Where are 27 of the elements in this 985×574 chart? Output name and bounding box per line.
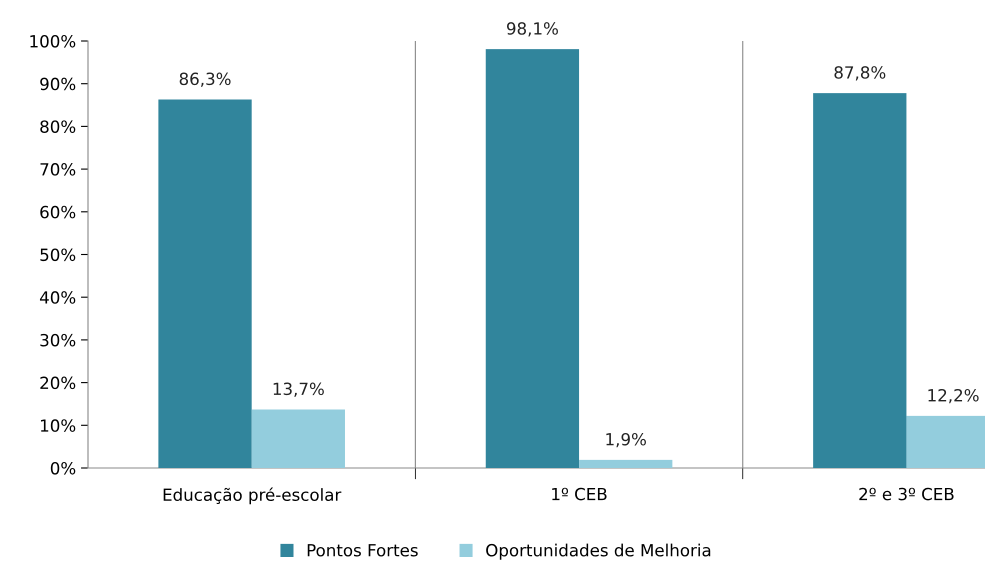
y-tick-label: 100% xyxy=(30,34,76,48)
data-label: 87,8% xyxy=(834,66,886,80)
y-tick-label: 10% xyxy=(40,419,76,432)
data-label: 13,7% xyxy=(274,382,324,397)
legend-label: Oportunidades de Melhoria xyxy=(486,544,710,560)
data-label: 1,9% xyxy=(606,432,646,448)
bar xyxy=(486,49,580,468)
y-tick-label: 0% xyxy=(50,462,76,475)
y-tick-label: 30% xyxy=(40,334,76,346)
y-tick-label: 60% xyxy=(40,206,76,218)
x-tick-label: 1º CEB xyxy=(552,488,607,500)
bar xyxy=(813,93,906,468)
legend-label: Pontos Fortes xyxy=(308,544,418,557)
data-label: 86,3% xyxy=(180,72,231,87)
y-tick-label: 40% xyxy=(40,291,76,304)
y-tick-label: 80% xyxy=(40,120,76,133)
x-tick-label: Educação pré-escolar xyxy=(164,487,342,504)
y-tick-label: 20% xyxy=(40,376,76,390)
bar xyxy=(158,100,252,468)
y-tick-label: 50% xyxy=(40,248,76,262)
y-tick-label: 90% xyxy=(40,78,76,90)
y-tick-label: 70% xyxy=(40,163,76,176)
data-label: 98,1% xyxy=(506,22,558,36)
data-label: 12,2% xyxy=(928,388,979,404)
bar xyxy=(252,410,345,468)
bar xyxy=(579,460,672,468)
x-tick-label: 2º e 3º CEB xyxy=(859,488,954,500)
